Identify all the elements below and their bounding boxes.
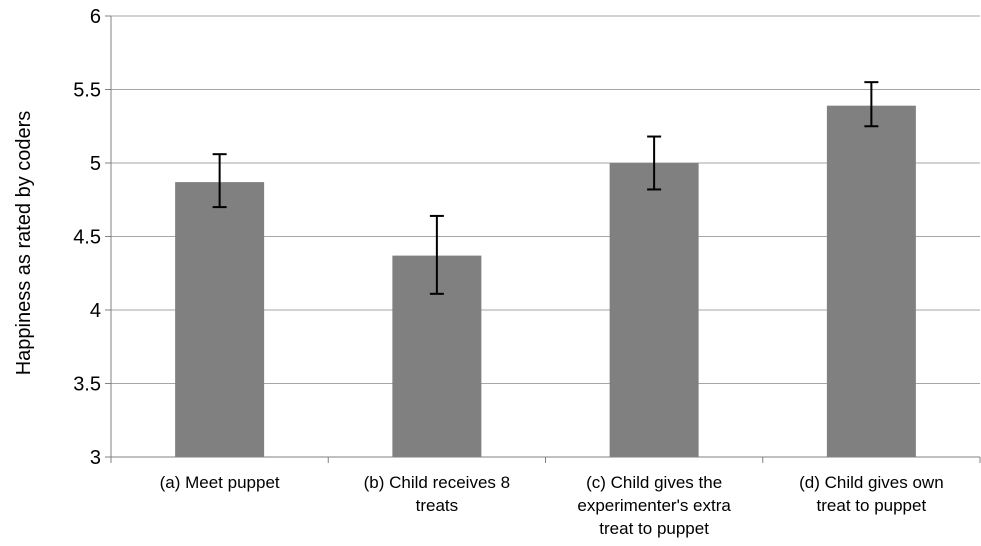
bar [175,182,265,458]
y-axis-title: Happiness as rated by coders [13,111,35,376]
y-tick-label: 6 [90,6,101,28]
category-label-line: (b) Child receives 8 [364,473,510,492]
bars [175,105,916,458]
bar [609,163,699,457]
y-tick-label: 4.5 [73,227,101,249]
y-tick-label: 5.5 [73,80,101,102]
category-label-line: treats [416,496,459,515]
category-label-line: (c) Child gives the [586,473,722,492]
category-label: (a) Meet puppet [160,473,280,492]
error-bars [212,81,879,295]
axes [105,15,981,463]
y-tick-label: 3.5 [73,374,101,396]
category-labels: (a) Meet puppet (b) Child receives 8 treat… [160,473,944,538]
y-tick-label: 3 [90,447,101,469]
category-label-line: (a) Meet puppet [160,473,280,492]
category-label-line: treat to puppet [599,519,709,538]
y-tick-label: 4 [90,300,101,322]
category-label: (b) Child receives 8 treats [364,473,510,515]
category-label: (d) Child gives own treat to puppet [799,473,944,515]
category-label-line: treat to puppet [817,496,927,515]
category-label-line: (d) Child gives own [799,473,944,492]
bar [826,105,916,458]
y-tick-label: 5 [90,153,101,175]
y-tick-labels: 3 3.5 4 4.5 5 5.5 6 [73,6,101,469]
category-label: (c) Child gives the experimenter's extra t… [577,473,731,538]
category-label-line: experimenter's extra [577,496,731,515]
